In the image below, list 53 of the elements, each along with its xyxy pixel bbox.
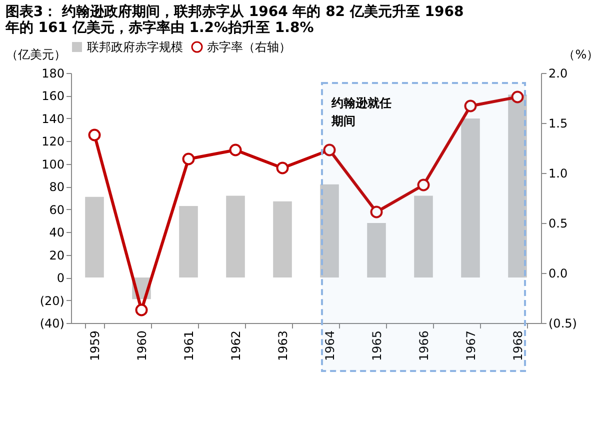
bar: [414, 196, 433, 278]
bar: [179, 206, 198, 278]
y-tick-label: 40: [49, 226, 64, 240]
x-tick-label: 1963: [276, 330, 290, 362]
chart-title: 图表3： 约翰逊政府期间，联邦赤字从 1964 年的 82 亿美元升至 1968 年的 161 亿美元，赤字率由 1.2%抬升至 1.8%: [4, 3, 464, 36]
point: [182, 152, 195, 166]
point: [370, 206, 383, 218]
x-tick-label: 1959: [88, 330, 102, 362]
x-tick-label: 1968: [511, 330, 525, 362]
y-tick-label: 100: [42, 157, 64, 172]
bar: [273, 201, 292, 278]
x-tick-label: 1962: [229, 330, 243, 362]
y-axis-title: （亿美元）: [6, 48, 66, 62]
point: [417, 178, 430, 192]
y-tick-label: 160: [42, 89, 64, 104]
y-tick-label: 80: [49, 180, 64, 194]
y-tick-label: 120: [42, 134, 64, 149]
x-tick-label: 1960: [135, 330, 149, 362]
x-tick-label: 1967: [464, 330, 478, 362]
bar: [226, 196, 245, 278]
x-tick-label: 1965: [370, 330, 384, 362]
x-tick-label: 1964: [323, 330, 337, 362]
y-tick-label: 20: [49, 248, 64, 262]
x-tick-label: 1961: [182, 330, 196, 362]
bar: [320, 184, 339, 278]
x-tick-label: 1966: [417, 330, 431, 362]
y-tick-label: 140: [42, 112, 64, 126]
point: [323, 144, 336, 156]
y2-tick-label: 1.5: [548, 116, 568, 130]
y-tick-label: 60: [49, 202, 64, 217]
bar: [461, 118, 480, 278]
y2-tick-label: (0.5): [548, 316, 577, 330]
y2-tick-label: 0.5: [548, 216, 568, 230]
point: [464, 100, 477, 112]
y-tick-label: (40): [40, 316, 64, 330]
bar: [367, 223, 386, 278]
y2-axis-title: （%）: [563, 48, 599, 62]
point: [511, 90, 524, 104]
y2-tick-label: 2.0: [548, 66, 568, 80]
y2-tick-label: 1.0: [548, 166, 568, 180]
bar: [85, 196, 104, 278]
y-tick-label: 180: [42, 66, 64, 80]
band-label: 约翰逊就任期间: [330, 96, 392, 128]
legend-label: 赤字率（右轴）: [207, 40, 291, 54]
point: [88, 128, 101, 142]
legend-label: 联邦政府赤字规模: [87, 40, 183, 54]
y2-tick-label: 0.0: [548, 266, 568, 280]
point: [229, 144, 242, 156]
bar: [508, 94, 527, 278]
y-tick-label: 0: [56, 271, 64, 286]
point: [135, 304, 148, 316]
y-tick-label: (20): [40, 294, 64, 308]
point: [276, 162, 289, 174]
